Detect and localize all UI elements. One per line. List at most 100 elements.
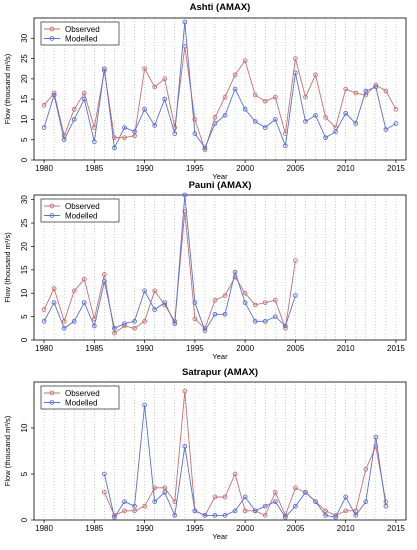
legend-swatch-marker — [49, 213, 55, 218]
data-point — [313, 499, 318, 504]
legend-swatch-marker — [49, 203, 55, 209]
data-point — [122, 508, 127, 514]
series-observed — [41, 209, 298, 336]
data-point — [363, 499, 369, 504]
data-point — [192, 316, 198, 322]
plot-frame — [33, 381, 407, 521]
data-point — [323, 508, 328, 514]
data-point — [313, 113, 318, 118]
plot-frame — [33, 194, 407, 341]
data-point — [242, 58, 248, 63]
data-point — [283, 514, 288, 520]
data-point — [343, 508, 349, 514]
legend-label: Observed — [65, 25, 100, 34]
data-point — [81, 96, 87, 102]
data-point — [242, 290, 248, 296]
series-line — [43, 211, 296, 334]
data-point — [262, 300, 268, 305]
chart-title: Ashti (AMAX) — [190, 2, 251, 13]
x-tick-label: 1990 — [136, 524, 154, 533]
y-tick-label: 15 — [20, 94, 29, 103]
x-tick-label: 2015 — [387, 344, 405, 353]
data-point — [162, 96, 168, 102]
data-point — [91, 323, 97, 329]
data-point — [212, 121, 218, 126]
data-point — [252, 92, 258, 98]
data-point — [343, 494, 349, 500]
data-point — [182, 444, 188, 449]
data-point — [81, 90, 87, 96]
y-tick-label: 10 — [20, 423, 29, 432]
data-point — [61, 137, 67, 143]
data-point — [152, 84, 157, 90]
data-point — [242, 508, 248, 514]
data-point — [212, 297, 218, 303]
data-point — [152, 307, 157, 312]
data-point — [262, 318, 268, 324]
y-tick-label: 0 — [20, 157, 29, 162]
data-point — [152, 288, 157, 294]
data-point — [182, 192, 188, 198]
x-tick-label: 2000 — [236, 164, 254, 173]
data-point — [112, 330, 117, 336]
data-point — [303, 94, 308, 100]
legend-box — [40, 198, 120, 223]
x-tick-label: 1995 — [186, 344, 204, 353]
data-point — [293, 56, 298, 61]
x-tick-label: 2000 — [236, 524, 254, 533]
data-point — [192, 508, 198, 514]
data-point — [51, 286, 57, 291]
x-axis-label: Year — [212, 352, 228, 361]
data-point — [222, 94, 228, 100]
data-point — [152, 123, 157, 128]
y-tick-label: 10 — [20, 114, 29, 123]
data-point — [132, 325, 137, 331]
data-point — [41, 318, 47, 324]
data-point — [102, 279, 107, 284]
data-point — [222, 513, 228, 518]
data-point — [162, 490, 168, 495]
data-point — [242, 300, 248, 305]
x-tick-label: 2005 — [287, 344, 305, 353]
data-point — [272, 499, 278, 504]
data-point — [242, 494, 248, 500]
data-point — [122, 135, 127, 141]
data-point — [232, 508, 238, 514]
data-point — [252, 508, 258, 514]
chart-panel-3: Satrapur (AMAX) 0 5 10 1980 1985 1990 1995 2000 2… — [3, 367, 407, 541]
data-point — [182, 388, 188, 394]
data-point — [222, 113, 228, 118]
x-tick-label: 2010 — [337, 164, 355, 173]
data-point — [212, 513, 218, 518]
x-tick-label: 2005 — [287, 524, 305, 533]
data-point — [122, 499, 127, 504]
data-point — [202, 513, 208, 518]
x-tick-label: 1985 — [85, 344, 103, 353]
data-point — [293, 485, 298, 491]
data-point — [91, 139, 97, 145]
x-tick-label: 1985 — [85, 524, 103, 533]
x-tick-label: 1980 — [35, 344, 53, 353]
y-axis-label: Flow (thousand m³/s) — [3, 232, 12, 303]
data-point — [353, 90, 359, 96]
data-point — [323, 135, 328, 141]
series-line — [43, 22, 397, 150]
x-tick-label: 2015 — [387, 524, 405, 533]
data-point — [51, 92, 57, 98]
data-point — [172, 131, 178, 136]
data-point — [252, 302, 258, 308]
chart-title: Pauni (AMAX) — [189, 180, 252, 191]
data-point — [142, 318, 147, 324]
data-point — [353, 508, 359, 514]
data-point — [142, 288, 147, 294]
data-point — [132, 318, 137, 324]
data-point — [142, 106, 147, 112]
y-tick-label: 5 — [20, 314, 29, 319]
data-point — [71, 318, 77, 324]
legend-label: Observed — [65, 202, 100, 211]
data-point — [132, 129, 137, 134]
x-tick-label: 2000 — [236, 344, 254, 353]
